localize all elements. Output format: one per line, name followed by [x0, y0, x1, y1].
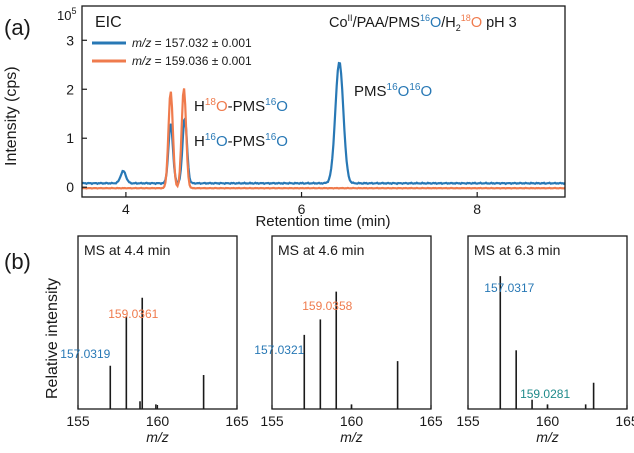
chart-b: MS at 4.4 min 155 160 165 m/z 157.0319 159.036…	[60, 235, 634, 445]
ms-x-axis-label: m/z	[536, 429, 559, 445]
chart-title: EIC	[95, 14, 122, 31]
series-line-orange	[81, 88, 566, 190]
panel-label-a: (a)	[4, 15, 31, 40]
ms-peak-label: 159.0361	[108, 307, 158, 321]
y-tick-label-a: 2	[66, 81, 74, 97]
y-axis-label-b: Relative intensity	[44, 278, 61, 399]
eic-series	[81, 61, 566, 190]
y-tick-label-a: 1	[66, 130, 74, 146]
x-axis-label-a: Retention time (min)	[255, 213, 390, 230]
ms-title: MS at 6.3 min	[474, 242, 560, 258]
ms-title: MS at 4.4 min	[84, 242, 170, 258]
series-line-blue	[81, 61, 566, 186]
ms-frame	[271, 235, 432, 410]
ms-x-tick-label: 165	[615, 413, 634, 429]
x-tick-label-a: 6	[298, 201, 306, 217]
axis-ticks-a: 4 6 8 0 1 2 3	[66, 32, 481, 217]
ms-peak-label: 157.0321	[254, 343, 304, 357]
y-tick-label-a: 3	[66, 32, 74, 48]
ms-panel-2: MS at 4.6 min 155 160 165 m/z 157.0321 159.035…	[254, 235, 443, 445]
ms-x-tick-label: 155	[260, 413, 284, 429]
ms-peak-label: 159.0281	[520, 387, 570, 401]
ms-title: MS at 4.6 min	[278, 242, 364, 258]
plot-frame-a	[81, 5, 566, 198]
ms-x-tick-label: 155	[456, 413, 480, 429]
ms-peak-label: 157.0319	[60, 347, 110, 361]
ms-panel-1: MS at 4.4 min 155 160 165 m/z 157.0319 159.036…	[60, 235, 249, 445]
ms-x-tick-label: 160	[536, 413, 560, 429]
x-tick-label-a: 8	[473, 201, 481, 217]
ms-x-axis-label: m/z	[340, 429, 363, 445]
ms-x-tick-label: 160	[146, 413, 170, 429]
annotation-pms-peak: PMS16O16O	[354, 82, 432, 100]
chart-a: 4 6 8 0 1 2 3 EIC CoII/PAA/PMS16O/H218O pH 3 m…	[3, 5, 566, 230]
y-axis-label-a: Intensity (cps)	[3, 66, 20, 166]
ms-peak-label: 159.0358	[302, 299, 352, 313]
ms-peak-label: 157.0317	[484, 281, 534, 295]
legend-entry-orange: m/z = 159.036 ± 0.001	[132, 54, 252, 68]
ms-x-tick-label: 155	[66, 413, 90, 429]
ms-frame	[467, 235, 628, 410]
annotation-h18o-pms: H18O-PMS16O	[194, 97, 288, 115]
annotation-h16o-pms: H16O-PMS16O	[194, 132, 288, 150]
x-tick-label-a: 4	[122, 201, 130, 217]
legend-entry-blue: m/z = 157.032 ± 0.001	[132, 36, 252, 50]
panel-label-b: (b)	[4, 249, 31, 274]
condition-text: CoII/PAA/PMS16O/H218O pH 3	[329, 13, 517, 33]
y-multiplier: 105	[57, 6, 76, 23]
ms-x-axis-label: m/z	[146, 429, 169, 445]
ms-x-tick-label: 165	[225, 413, 249, 429]
ms-x-tick-label: 165	[419, 413, 443, 429]
ms-x-tick-label: 160	[340, 413, 364, 429]
y-tick-label-a: 0	[66, 179, 74, 195]
ms-panel-3: MS at 6.3 min 155 160 165 m/z 157.0317 159.028…	[456, 235, 634, 445]
ms-frame	[77, 235, 238, 410]
